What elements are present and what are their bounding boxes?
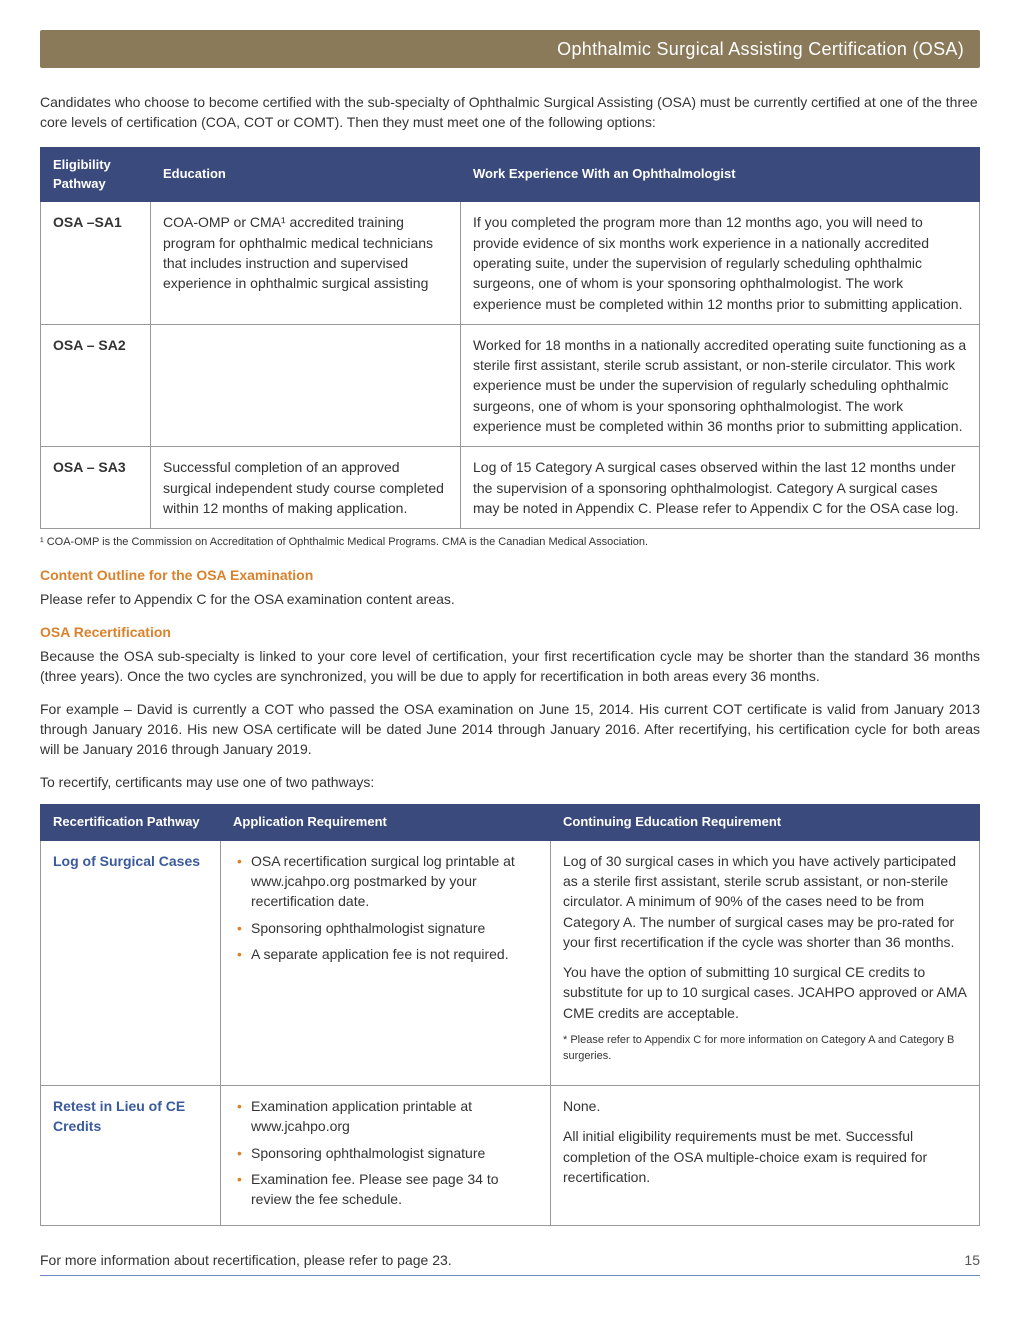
recert-p3: To recertify, certificants may use one o… — [40, 772, 980, 792]
eligibility-table: Eligibility Pathway Education Work Exper… — [40, 147, 980, 530]
recert-app: Examination application printable at www… — [221, 1085, 551, 1225]
recert-ce: None. All initial eligibility requiremen… — [551, 1085, 980, 1225]
content-outline-text: Please refer to Appendix C for the OSA e… — [40, 589, 980, 609]
recert-app: OSA recertification surgical log printab… — [221, 840, 551, 1085]
list-item: Sponsoring ophthalmologist signature — [237, 918, 538, 938]
page-header: Ophthalmic Surgical Assisting Certificat… — [40, 30, 980, 68]
list-item: Examination fee. Please see page 34 to r… — [237, 1169, 538, 1210]
content-outline-heading: Content Outline for the OSA Examination — [40, 565, 980, 585]
elig-work: If you completed the program more than 1… — [461, 202, 980, 324]
ce-note: * Please refer to Appendix C for more in… — [563, 1033, 967, 1065]
list-item: Examination application printable at www… — [237, 1096, 538, 1137]
ce-paragraph: You have the option of submitting 10 sur… — [563, 962, 967, 1023]
recert-header-app: Application Requirement — [221, 804, 551, 840]
footer-rule — [40, 1275, 980, 1276]
table-row: OSA – SA3 Successful completion of an ap… — [41, 447, 980, 529]
intro-paragraph: Candidates who choose to become certifie… — [40, 92, 980, 133]
elig-education — [151, 324, 461, 446]
recert-pathway: Retest in Lieu of CE Credits — [41, 1085, 221, 1225]
recert-p1: Because the OSA sub-specialty is linked … — [40, 646, 980, 687]
footer-text: For more information about recertificati… — [40, 1250, 452, 1270]
recert-table: Recertification Pathway Application Requ… — [40, 804, 980, 1227]
elig-pathway: OSA –SA1 — [41, 202, 151, 324]
elig-header-education: Education — [151, 147, 461, 202]
ce-paragraph: All initial eligibility requirements mus… — [563, 1126, 967, 1187]
elig-education: Successful completion of an approved sur… — [151, 447, 461, 529]
list-item: OSA recertification surgical log printab… — [237, 851, 538, 912]
elig-header-work: Work Experience With an Ophthalmologist — [461, 147, 980, 202]
ce-paragraph: Log of 30 surgical cases in which you ha… — [563, 851, 967, 952]
recert-header-pathway: Recertification Pathway — [41, 804, 221, 840]
table-row: OSA – SA2 Worked for 18 months in a nati… — [41, 324, 980, 446]
elig-header-pathway: Eligibility Pathway — [41, 147, 151, 202]
elig-education: COA-OMP or CMA¹ accredited training prog… — [151, 202, 461, 324]
list-item: A separate application fee is not requir… — [237, 944, 538, 964]
page-footer: For more information about recertificati… — [40, 1244, 980, 1270]
recert-heading: OSA Recertification — [40, 622, 980, 642]
elig-work: Log of 15 Category A surgical cases obse… — [461, 447, 980, 529]
recert-pathway: Log of Surgical Cases — [41, 840, 221, 1085]
recert-ce: Log of 30 surgical cases in which you ha… — [551, 840, 980, 1085]
elig-work: Worked for 18 months in a nationally acc… — [461, 324, 980, 446]
list-item: Sponsoring ophthalmologist signature — [237, 1143, 538, 1163]
table-row: Retest in Lieu of CE Credits Examination… — [41, 1085, 980, 1225]
ce-paragraph: None. — [563, 1096, 967, 1116]
recert-header-ce: Continuing Education Requirement — [551, 804, 980, 840]
elig-pathway: OSA – SA3 — [41, 447, 151, 529]
recert-p2: For example – David is currently a COT w… — [40, 699, 980, 760]
table-row: OSA –SA1 COA-OMP or CMA¹ accredited trai… — [41, 202, 980, 324]
table-footnote: ¹ COA-OMP is the Commission on Accredita… — [40, 535, 980, 551]
elig-pathway: OSA – SA2 — [41, 324, 151, 446]
page-number: 15 — [964, 1250, 980, 1270]
table-row: Log of Surgical Cases OSA recertificatio… — [41, 840, 980, 1085]
